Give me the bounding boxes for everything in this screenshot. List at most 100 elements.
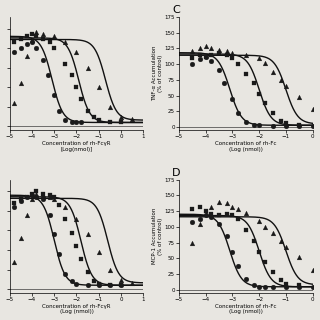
Point — [225, 200, 230, 205]
Point — [108, 119, 113, 124]
Point — [230, 55, 235, 60]
Point — [45, 73, 50, 78]
Point — [74, 85, 79, 90]
Point — [92, 115, 97, 120]
Point — [270, 69, 275, 74]
Point — [310, 123, 315, 128]
Point — [262, 60, 267, 65]
Point — [235, 263, 240, 268]
Point — [235, 207, 240, 212]
Point — [198, 217, 203, 222]
Point — [41, 57, 46, 62]
Point — [310, 107, 315, 112]
Point — [243, 71, 248, 76]
Point — [29, 191, 35, 196]
Point — [78, 96, 84, 101]
Point — [278, 238, 283, 243]
Point — [217, 199, 222, 204]
Point — [243, 120, 248, 125]
Point — [190, 207, 195, 212]
Point — [118, 283, 124, 288]
Point — [52, 196, 57, 202]
Point — [262, 285, 267, 290]
Point — [198, 204, 203, 209]
Point — [217, 213, 222, 218]
Point — [96, 283, 101, 288]
Point — [47, 194, 52, 199]
Point — [34, 45, 39, 51]
Point — [190, 240, 195, 245]
Point — [108, 283, 113, 288]
Point — [284, 244, 289, 250]
Point — [262, 224, 267, 229]
Point — [217, 221, 222, 226]
Point — [230, 50, 235, 55]
Point — [284, 285, 289, 290]
Point — [52, 45, 57, 51]
Point — [18, 45, 23, 51]
Point — [108, 267, 113, 272]
Point — [52, 92, 57, 98]
Point — [118, 120, 124, 125]
Point — [41, 196, 46, 202]
Point — [270, 123, 275, 128]
Point — [217, 48, 222, 53]
Point — [78, 120, 84, 125]
Point — [208, 212, 213, 217]
Point — [278, 118, 283, 124]
Point — [270, 285, 275, 290]
Point — [243, 211, 248, 216]
Point — [47, 39, 52, 44]
Point — [47, 193, 52, 198]
Point — [18, 36, 23, 41]
Point — [217, 68, 222, 73]
Point — [25, 212, 30, 217]
Point — [85, 283, 90, 288]
Point — [243, 276, 248, 281]
Point — [34, 34, 39, 39]
Point — [208, 46, 213, 51]
Point — [203, 209, 208, 214]
Point — [251, 122, 256, 127]
Point — [74, 281, 79, 286]
Point — [41, 193, 46, 198]
Point — [208, 215, 213, 220]
Point — [78, 257, 84, 262]
Point — [41, 36, 46, 41]
Point — [198, 46, 203, 51]
Point — [257, 123, 262, 128]
Point — [118, 115, 124, 120]
Point — [297, 94, 302, 100]
X-axis label: Concentration of rh-Fc
(Log (nmol)): Concentration of rh-Fc (Log (nmol)) — [215, 141, 276, 152]
Point — [52, 232, 57, 237]
Point — [18, 81, 23, 86]
Point — [257, 250, 262, 255]
X-axis label: Concentration of rh-FcγR
[Log(nmol)]: Concentration of rh-FcγR [Log(nmol)] — [42, 141, 111, 152]
Point — [208, 52, 213, 57]
Point — [225, 52, 230, 57]
Point — [12, 259, 17, 264]
Point — [257, 92, 262, 97]
Point — [222, 80, 227, 85]
Point — [96, 85, 101, 90]
Point — [29, 39, 35, 44]
Point — [230, 250, 235, 255]
Point — [217, 50, 222, 55]
Point — [235, 111, 240, 116]
Point — [12, 39, 17, 44]
Text: D: D — [172, 168, 181, 178]
Point — [18, 196, 23, 202]
Point — [310, 267, 315, 272]
Point — [230, 213, 235, 218]
Point — [85, 232, 90, 237]
Point — [25, 42, 30, 47]
Point — [203, 54, 208, 59]
Point — [108, 104, 113, 109]
Point — [190, 61, 195, 67]
Point — [243, 52, 248, 57]
Point — [69, 119, 75, 124]
Point — [18, 199, 23, 204]
Point — [63, 61, 68, 66]
Point — [29, 38, 35, 43]
Point — [310, 285, 315, 290]
